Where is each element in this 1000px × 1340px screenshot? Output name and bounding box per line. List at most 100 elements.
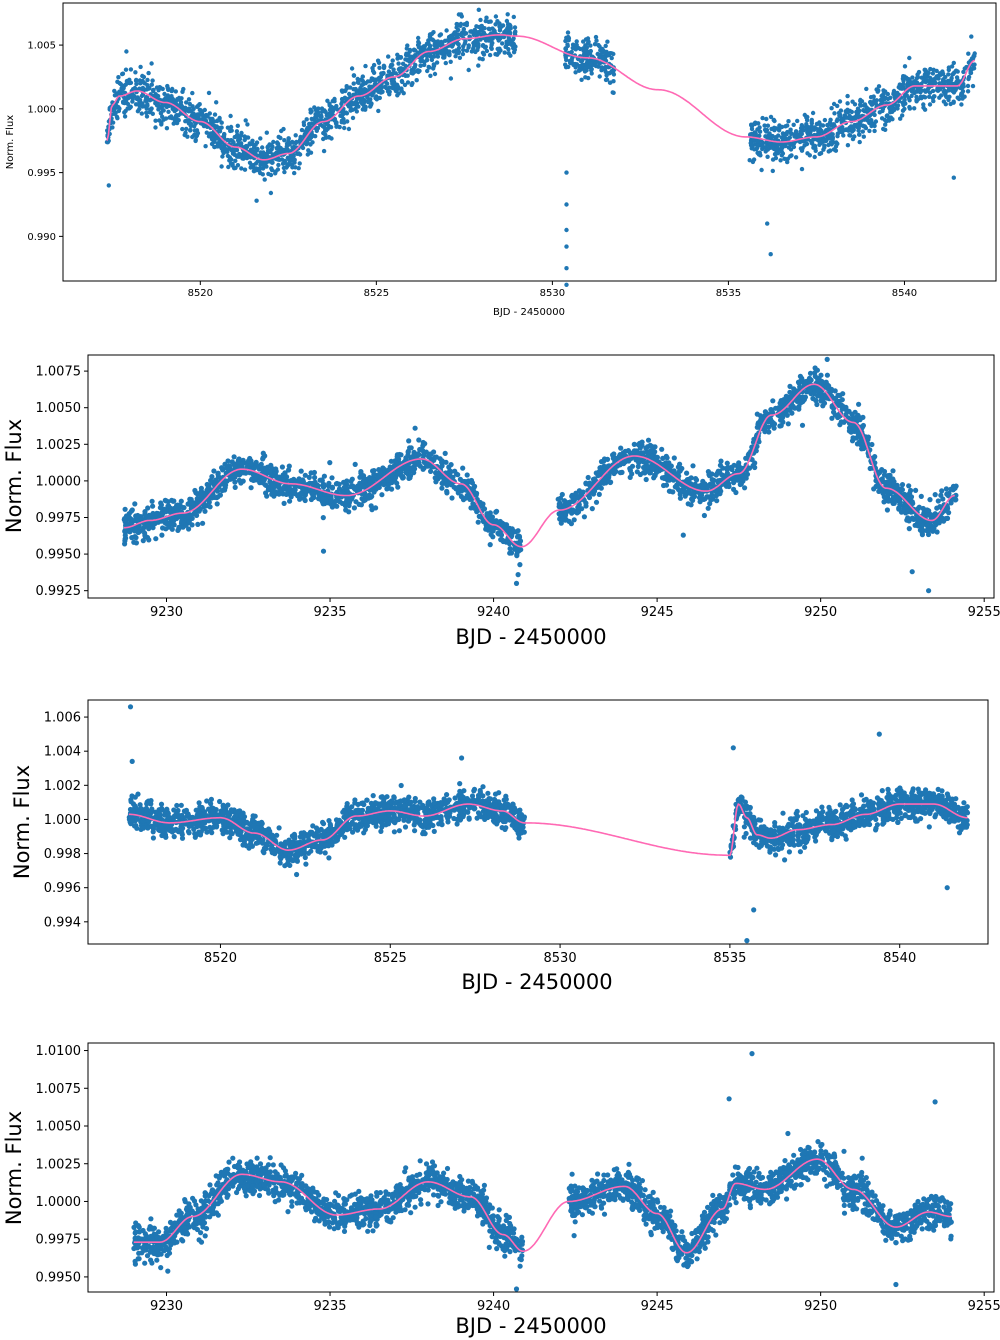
data-point <box>117 89 122 94</box>
x-tick-label: 8530 <box>540 288 565 299</box>
outlier-point <box>564 202 569 207</box>
data-point <box>764 116 769 122</box>
data-point <box>165 85 170 91</box>
data-point <box>422 441 428 447</box>
data-point <box>223 146 228 151</box>
data-point <box>599 65 605 70</box>
data-point <box>422 44 427 49</box>
data-point <box>192 128 198 133</box>
data-point <box>690 463 696 469</box>
data-point <box>142 511 148 517</box>
data-point <box>361 484 367 490</box>
data-point <box>759 167 764 173</box>
data-point <box>788 147 794 152</box>
data-point <box>442 55 447 60</box>
data-point <box>864 105 869 110</box>
data-point <box>785 159 790 165</box>
data-point <box>922 107 928 112</box>
data-point <box>133 70 138 75</box>
data-point <box>850 129 855 134</box>
data-point <box>916 69 922 75</box>
data-point <box>487 52 493 58</box>
data-point <box>169 521 175 528</box>
data-point <box>300 145 306 151</box>
data-point <box>188 121 194 127</box>
data-point <box>466 67 471 73</box>
data-point <box>376 108 381 114</box>
data-point <box>904 93 909 98</box>
data-point <box>872 98 877 104</box>
data-point <box>433 475 439 481</box>
data-point <box>748 140 753 146</box>
data-point <box>325 126 330 131</box>
data-point <box>186 97 192 102</box>
data-point <box>486 513 492 519</box>
data-point <box>403 57 408 62</box>
data-point <box>269 491 275 497</box>
data-point <box>473 38 479 43</box>
data-point <box>296 166 301 171</box>
data-point <box>664 455 670 461</box>
data-point <box>835 117 840 122</box>
data-point <box>276 141 281 147</box>
data-point <box>922 95 928 100</box>
data-point <box>122 110 127 115</box>
data-point <box>479 24 484 29</box>
data-point <box>239 166 244 171</box>
data-point <box>328 125 334 130</box>
data-point <box>260 456 266 462</box>
data-point <box>932 492 938 498</box>
data-point <box>455 41 461 46</box>
data-point <box>116 75 121 80</box>
data-point <box>417 446 423 453</box>
data-point <box>872 128 877 134</box>
data-point <box>566 36 572 41</box>
data-point <box>873 119 879 124</box>
data-point <box>607 479 613 486</box>
data-point <box>218 144 223 149</box>
data-point <box>408 54 413 59</box>
data-point <box>276 162 281 168</box>
data-point <box>603 43 608 49</box>
data-point <box>128 67 134 72</box>
data-point <box>921 102 926 107</box>
x-tick-label: 8535 <box>716 288 741 299</box>
data-point <box>299 491 305 497</box>
data-point <box>789 153 794 158</box>
data-point <box>377 65 382 71</box>
data-point <box>821 400 828 406</box>
data-point <box>226 164 231 170</box>
data-point <box>966 74 972 80</box>
data-point <box>370 468 376 474</box>
data-point <box>877 110 882 115</box>
data-point <box>127 77 132 83</box>
data-point <box>769 407 775 413</box>
data-point <box>269 143 274 148</box>
data-point <box>763 149 768 154</box>
data-point <box>589 71 594 76</box>
data-point <box>320 496 327 502</box>
data-point <box>413 48 418 53</box>
data-point <box>273 466 279 472</box>
data-point <box>201 123 207 129</box>
data-point <box>858 97 863 103</box>
data-point <box>331 105 336 111</box>
data-point <box>753 132 758 137</box>
data-point <box>757 125 762 130</box>
data-point <box>326 134 332 140</box>
data-point <box>349 66 355 71</box>
data-point <box>940 69 945 74</box>
data-point <box>138 80 143 85</box>
data-point <box>581 514 588 520</box>
data-point <box>116 108 122 114</box>
data-point <box>120 71 125 77</box>
data-point <box>344 84 349 89</box>
data-point <box>166 503 172 509</box>
data-point <box>498 24 503 30</box>
data-point <box>416 35 421 41</box>
data-point <box>872 123 877 129</box>
data-point <box>563 46 568 51</box>
data-point <box>463 39 468 44</box>
data-point <box>355 76 360 82</box>
data-point <box>247 142 252 147</box>
